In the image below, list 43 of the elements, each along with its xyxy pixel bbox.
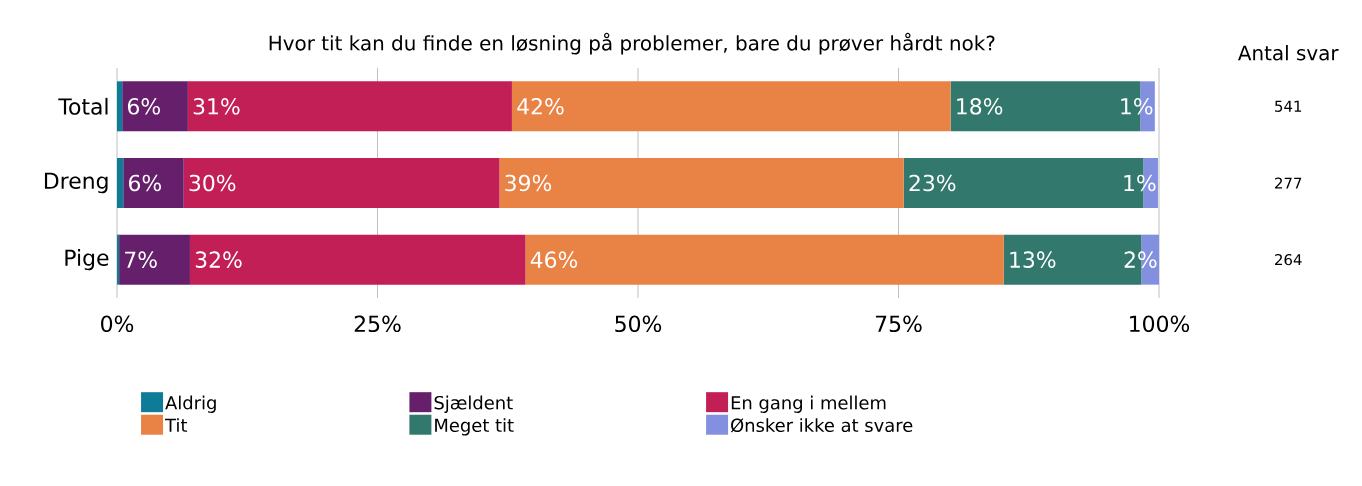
- bar: [117, 81, 123, 132]
- legend-label: Aldrig: [165, 395, 216, 413]
- x-tick-label: 25%: [354, 315, 401, 333]
- bar: [187, 81, 512, 132]
- chart-title: Hvor tit kan du finde en løsning på problemer, bare du prøver hårdt nok?: [269, 32, 995, 55]
- bar: [511, 81, 951, 132]
- bar: [117, 234, 120, 285]
- bar: [183, 157, 500, 208]
- data-label: 46%: [530, 251, 578, 268]
- legend-label: Tit: [165, 418, 188, 432]
- x-tick-label: 100%: [1130, 315, 1190, 333]
- text: 264: [1275, 254, 1302, 266]
- legend-label: En gang i mellem: [731, 395, 886, 413]
- bar: [189, 234, 526, 285]
- data-label: 6%: [129, 174, 162, 192]
- bar: [117, 157, 124, 208]
- y-tick-label: Dreng: [44, 172, 108, 194]
- text: Antal svar: [1238, 45, 1339, 61]
- data-label: 42%: [517, 98, 564, 115]
- data-label: 31%: [193, 98, 240, 115]
- data-label: 7%: [125, 251, 157, 268]
- x-tick-label: 0%: [101, 315, 134, 333]
- bar: [119, 234, 190, 285]
- y-tick-label: Pige: [65, 249, 109, 271]
- data-label: 39%: [505, 174, 552, 192]
- data-label: 13%: [1010, 251, 1056, 268]
- bar: [122, 81, 188, 132]
- data-label: 6%: [127, 98, 160, 115]
- legend-label: Meget tit: [435, 418, 514, 436]
- legend-label: Sjældent: [434, 395, 513, 413]
- data-label: 32%: [195, 251, 242, 268]
- text: 277: [1275, 177, 1302, 189]
- bar: [123, 157, 184, 208]
- x-tick-label: 75%: [875, 315, 922, 333]
- text: 541: [1275, 100, 1302, 112]
- bar: [499, 157, 904, 208]
- data-label: 23%: [909, 174, 956, 192]
- legend-label: Ønsker ikke at svare: [730, 418, 913, 433]
- bar: [525, 234, 1004, 285]
- x-tick-label: 50%: [615, 315, 662, 333]
- data-label: 30%: [189, 174, 236, 192]
- y-tick-label: Total: [58, 97, 108, 115]
- data-label: 18%: [957, 98, 1003, 115]
